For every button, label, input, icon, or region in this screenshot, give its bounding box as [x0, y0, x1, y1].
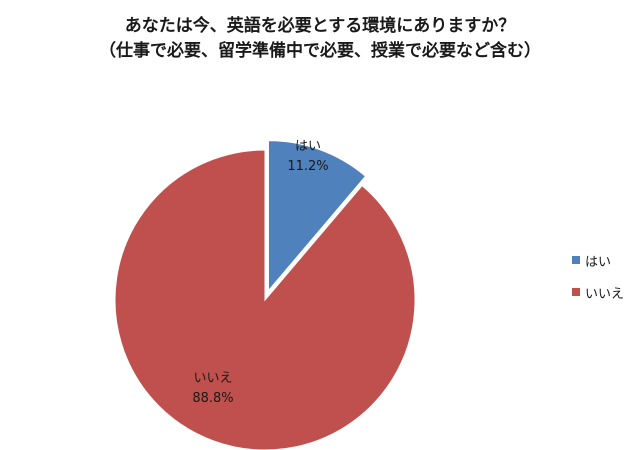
slice-value-no: 88.8%	[192, 391, 233, 406]
legend-swatch-yes	[572, 256, 580, 264]
pie-slice-no	[114, 149, 416, 450]
chart-title-line-1: あなたは今、英語を必要とする環境にありますか？	[124, 16, 516, 36]
chart-title: あなたは今、英語を必要とする環境にありますか？ （仕事で必要、留学準備中で必要、…	[0, 14, 640, 64]
slice-label-no: いいえ	[193, 371, 232, 386]
chart-title-line-2: （仕事で必要、留学準備中で必要、授業で必要など含む）	[99, 41, 541, 61]
legend: はい いいえ	[572, 250, 624, 314]
pie-slice-yes	[267, 140, 367, 292]
legend-label-yes: はい	[585, 254, 612, 270]
legend-item-no: いいえ	[572, 282, 624, 302]
legend-item-yes: はい	[572, 250, 624, 270]
slice-value-yes: 11.2%	[287, 159, 328, 174]
legend-swatch-no	[572, 288, 580, 296]
legend-label-no: いいえ	[585, 286, 625, 302]
slice-label-yes: はい	[295, 139, 321, 154]
